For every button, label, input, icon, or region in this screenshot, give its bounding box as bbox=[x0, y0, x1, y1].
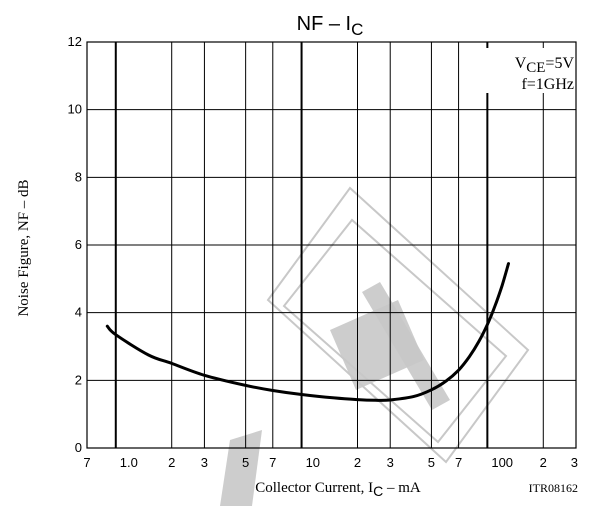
y-tick-label: 0 bbox=[75, 440, 82, 455]
nf-curve bbox=[105, 262, 510, 402]
y-axis-label: Noise Figure, NF – dB bbox=[16, 179, 32, 316]
curve-layer bbox=[105, 262, 510, 402]
x-tick-label: 2 bbox=[354, 455, 361, 470]
watermark bbox=[220, 186, 530, 506]
x-tick-label: 3 bbox=[201, 455, 208, 470]
x-tick-label: 5 bbox=[428, 455, 435, 470]
x-tick-label: 2 bbox=[168, 455, 175, 470]
x-tick-label: 2 bbox=[540, 455, 547, 470]
x-tick-label: 3 bbox=[387, 455, 394, 470]
plot-border bbox=[86, 41, 577, 449]
y-tick-label: 6 bbox=[75, 237, 82, 252]
x-tick-label: 5 bbox=[242, 455, 249, 470]
x-tick-label: 3 bbox=[571, 455, 578, 470]
condition-frequency: f=1GHz bbox=[521, 76, 574, 93]
x-tick-label: 1.0 bbox=[120, 455, 138, 470]
x-tick-label: 7 bbox=[455, 455, 462, 470]
y-tick-label: 2 bbox=[75, 372, 82, 387]
watermark-frame-outer bbox=[266, 186, 530, 464]
y-ticks: 0 2 4 6 8 10 12 bbox=[68, 34, 82, 455]
y-tick-label: 4 bbox=[75, 305, 82, 320]
watermark-frame-inner bbox=[282, 218, 508, 444]
y-tick-label: 10 bbox=[68, 102, 82, 117]
y-tick-label: 12 bbox=[68, 34, 82, 49]
watermark-stroke-c bbox=[220, 430, 262, 506]
watermark-stroke-b bbox=[362, 282, 450, 410]
x-axis-label: Collector Current, IC – mA bbox=[255, 480, 421, 499]
x-ticks: 7 1.0 2 3 5 7 10 2 3 5 7 100 2 3 bbox=[83, 455, 578, 470]
y-tick-label: 8 bbox=[75, 169, 82, 184]
drawing-code: ITR08162 bbox=[529, 481, 578, 495]
x-tick-label: 10 bbox=[306, 455, 320, 470]
conditions-box bbox=[486, 48, 578, 93]
condition-vce: VCE=5V bbox=[515, 55, 575, 76]
x-tick-label: 7 bbox=[269, 455, 276, 470]
x-tick-label: 7 bbox=[83, 455, 90, 470]
x-tick-label: 100 bbox=[491, 455, 513, 470]
grid bbox=[87, 42, 576, 448]
chart-title: NF – IC bbox=[297, 13, 364, 39]
